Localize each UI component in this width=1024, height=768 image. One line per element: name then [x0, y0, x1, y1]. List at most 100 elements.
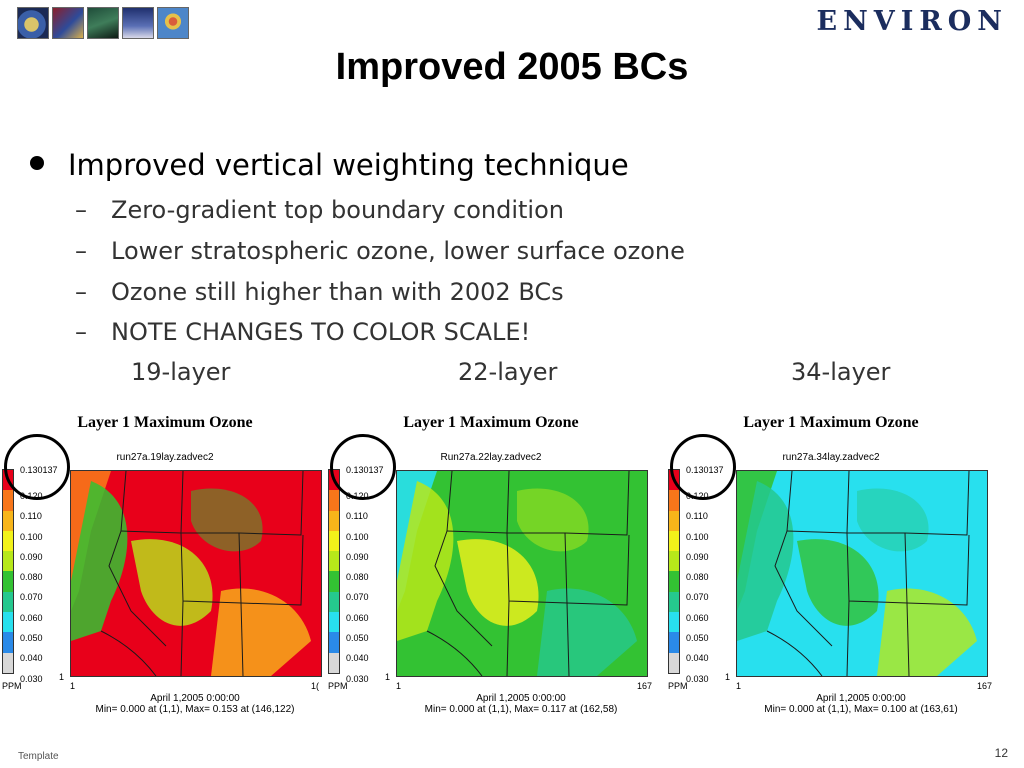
- panel-title: Layer 1 Maximum Ozone: [77, 414, 253, 431]
- color-scale-swatch: [3, 490, 13, 511]
- color-scale-swatch: [329, 510, 339, 531]
- scale-tick-label: 0.060: [346, 612, 369, 623]
- bullet-dot-icon: [30, 156, 44, 170]
- color-scale-swatch: [669, 652, 679, 673]
- color-scale-swatch: [669, 632, 679, 653]
- color-scale-swatch: [3, 612, 13, 633]
- color-scale-swatch: [669, 490, 679, 511]
- color-scale-bar: [328, 469, 340, 674]
- scale-tick-label: 0.080: [346, 572, 369, 583]
- color-scale-swatch: [669, 591, 679, 613]
- color-scale-swatch: [669, 530, 679, 552]
- y-axis-start: 1: [725, 672, 731, 682]
- footer-template-label: Template: [18, 751, 59, 762]
- scale-tick-label: 0.060: [20, 612, 43, 623]
- color-scale-swatch: [329, 571, 339, 592]
- color-scale-swatch: [3, 571, 13, 592]
- panel-run-name: run27a.34lay.zadvec2: [782, 452, 880, 463]
- color-scale-swatch: [329, 652, 339, 673]
- scale-tick-label: 0.100: [686, 531, 709, 542]
- color-scale-swatch: [669, 510, 679, 531]
- color-scale-swatch: [3, 652, 13, 673]
- main-bullet: Improved vertical weighting technique: [30, 148, 629, 182]
- layer-label-19: 19-layer: [131, 358, 231, 386]
- sub-bullet: – Lower stratospheric ozone, lower surfac…: [75, 237, 685, 265]
- x-axis-start: 1: [736, 681, 742, 691]
- color-scale-swatch: [669, 571, 679, 592]
- scale-tick-label: 0.040: [20, 653, 43, 664]
- ozone-map-graphic: [397, 471, 647, 676]
- sub-bullet-text: Zero-gradient top boundary condition: [111, 196, 564, 224]
- globe-logo-icon: [17, 7, 49, 39]
- scale-tick-label: 0.110: [346, 511, 368, 522]
- sub-bullet: – Ozone still higher than with 2002 BCs: [75, 278, 564, 306]
- color-scale-swatch: [3, 510, 13, 531]
- highlight-circle: [4, 434, 70, 500]
- panel-run-name: run27a.19lay.zadvec2: [116, 452, 214, 463]
- scale-tick-label: 0.060: [686, 612, 709, 623]
- panel-date: April 1,2005 0:00:00: [150, 693, 240, 704]
- color-scale-swatch: [329, 490, 339, 511]
- panel-date: April 1,2005 0:00:00: [476, 693, 566, 704]
- panel-min-max: Min= 0.000 at (1,1), Max= 0.153 at (146,…: [95, 704, 295, 715]
- unit-label: PPM: [2, 681, 22, 691]
- ozone-map-panel: Layer 1 Maximum Ozone run27a.34lay.zadve…: [666, 410, 996, 720]
- dash-icon: –: [75, 318, 87, 346]
- scale-tick-label: 0.030: [20, 673, 43, 684]
- dna-logo-icon: [52, 7, 84, 39]
- color-scale-swatch: [329, 551, 339, 572]
- y-axis-start: 1: [385, 672, 391, 682]
- scale-tick-label: 0.090: [346, 551, 369, 562]
- balloon-logo-icon: [157, 7, 189, 39]
- x-axis-start: 1: [396, 681, 402, 691]
- scale-tick-label: 0.040: [346, 653, 369, 664]
- ozone-map-panel: Layer 1 Maximum Ozone Run27a.22lay.zadve…: [326, 410, 656, 720]
- color-scale-swatch: [329, 612, 339, 633]
- highlight-circle: [670, 434, 736, 500]
- ozone-map-graphic: [71, 471, 321, 676]
- ozone-map: [396, 470, 648, 677]
- x-axis-end: 1(: [311, 681, 320, 691]
- scale-tick-label: 0.080: [20, 572, 43, 583]
- ozone-map: [70, 470, 322, 677]
- scale-tick-label: 0.090: [20, 551, 43, 562]
- forest-logo-icon: [87, 7, 119, 39]
- sub-bullet-text: Lower stratospheric ozone, lower surface…: [111, 237, 685, 265]
- ozone-map: [736, 470, 988, 677]
- scale-tick-label: 0.050: [20, 633, 43, 644]
- dash-icon: –: [75, 237, 87, 265]
- header-logo-strip: [17, 7, 189, 39]
- scale-ticks: 0.120 0.110 0.100 0.090 0.080 0.070 0.060 0.050…: [20, 486, 43, 689]
- scale-tick-label: 0.070: [346, 592, 369, 603]
- scale-tick-label: 0.100: [20, 531, 43, 542]
- color-scale-bar: [668, 469, 680, 674]
- panel-title: Layer 1 Maximum Ozone: [403, 414, 579, 431]
- ozone-map-panel: Layer 1 Maximum Ozone run27a.19lay.zadve…: [0, 410, 330, 720]
- color-scale-swatch: [3, 632, 13, 653]
- color-scale-swatch: [329, 530, 339, 552]
- scale-tick-label: 0.100: [346, 531, 369, 542]
- scale-tick-label: 0.110: [20, 511, 42, 522]
- sub-bullet: – Zero-gradient top boundary condition: [75, 196, 564, 224]
- scale-tick-label: 0.040: [686, 653, 709, 664]
- layer-label-34: 34-layer: [791, 358, 891, 386]
- color-scale-swatch: [669, 551, 679, 572]
- color-scale-swatch: [329, 591, 339, 613]
- ship-logo-icon: [122, 7, 154, 39]
- color-scale-swatch: [3, 551, 13, 572]
- dash-icon: –: [75, 278, 87, 306]
- sub-bullet-text: Ozone still higher than with 2002 BCs: [111, 278, 564, 306]
- scale-tick-label: 0.110: [686, 511, 708, 522]
- sub-bullet-text: NOTE CHANGES TO COLOR SCALE!: [111, 318, 531, 346]
- dash-icon: –: [75, 196, 87, 224]
- sub-bullet: – NOTE CHANGES TO COLOR SCALE!: [75, 318, 530, 346]
- color-scale-swatch: [3, 591, 13, 613]
- scale-tick-label: 0.050: [346, 633, 369, 644]
- x-axis-end: 167: [637, 681, 653, 691]
- scale-tick-label: 0.090: [686, 551, 709, 562]
- scale-ticks: 0.120 0.110 0.100 0.090 0.080 0.070 0.060 0.050…: [686, 486, 709, 689]
- y-axis-start: 1: [59, 672, 65, 682]
- scale-tick-label: 0.030: [346, 673, 369, 684]
- environ-brand: ENVIRON: [816, 6, 1008, 37]
- scale-tick-label: 0.070: [686, 592, 709, 603]
